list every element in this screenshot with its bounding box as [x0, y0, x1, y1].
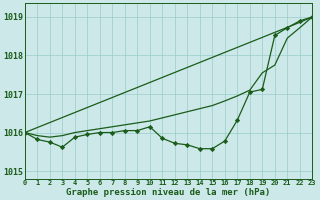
X-axis label: Graphe pression niveau de la mer (hPa): Graphe pression niveau de la mer (hPa)	[67, 188, 271, 197]
